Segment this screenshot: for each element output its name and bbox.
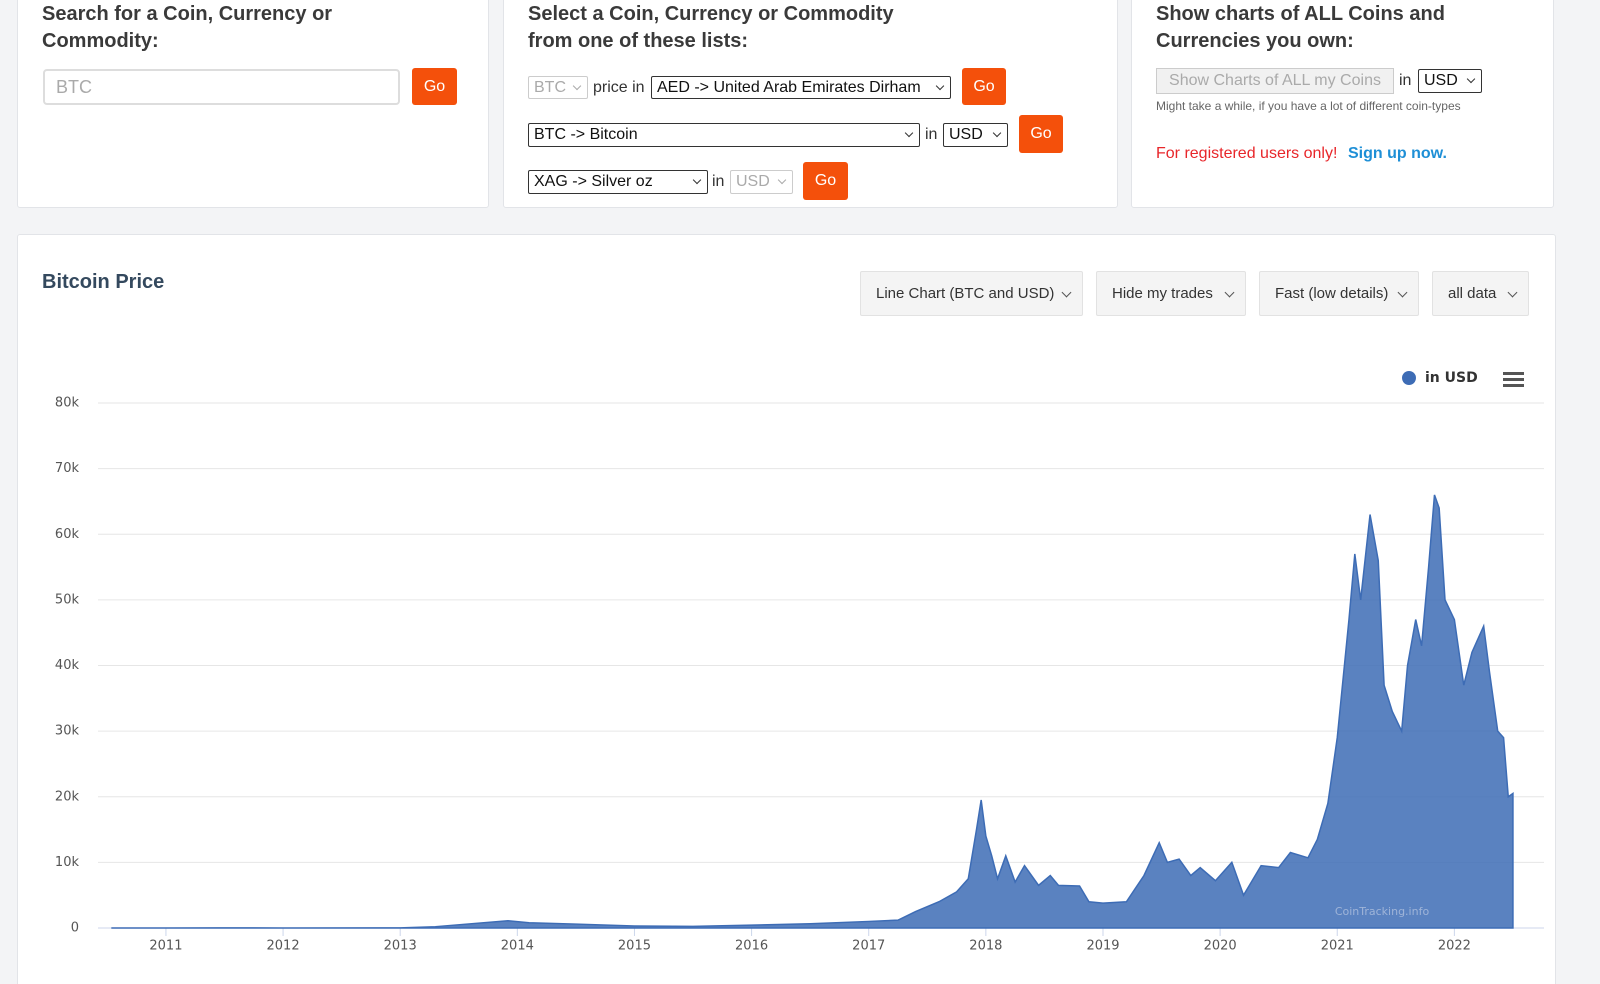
y-tick-label: 80k — [55, 396, 80, 411]
x-tick-label: 2021 — [1321, 939, 1354, 954]
label: in — [925, 126, 938, 143]
note: Might take a while, if you have a lot of… — [1156, 99, 1461, 113]
x-tick-label: 2018 — [969, 939, 1002, 954]
x-tick-label: 2015 — [618, 939, 651, 954]
y-tick-label: 0 — [71, 921, 79, 936]
menu-bar — [1503, 384, 1524, 387]
legend-label[interactable]: in USD — [1425, 370, 1478, 386]
menu-bar — [1503, 372, 1524, 375]
trades-dropdown[interactable]: Hide my trades — [1096, 271, 1246, 316]
y-tick-label: 40k — [55, 658, 80, 673]
menu-icon[interactable] — [1503, 372, 1524, 387]
coin-select[interactable]: XAG -> Silver oz — [528, 170, 708, 194]
y-tick-label: 70k — [55, 461, 80, 476]
currency-select[interactable]: USD — [943, 123, 1008, 147]
lists-title: Select a Coin, Currency or Commodity fro… — [528, 3, 894, 52]
x-tick-label: 2019 — [1086, 939, 1119, 954]
own-title: Show charts of ALL Coins and Currencies … — [1156, 3, 1445, 52]
coin-select[interactable]: BTC — [528, 76, 588, 99]
grid — [98, 402, 1544, 929]
chart-title: Bitcoin Price — [42, 271, 165, 293]
x-tick-label: 2012 — [267, 939, 300, 954]
x-tick-label: 2022 — [1438, 939, 1471, 954]
coin-select[interactable]: BTC -> Bitcoin — [528, 123, 920, 147]
own-card — [1131, 0, 1554, 208]
watermark: CoinTracking.info — [1335, 905, 1430, 918]
signup-link[interactable]: Sign up now. — [1348, 145, 1447, 162]
y-tick-label: 30k — [55, 724, 80, 739]
x-tick-label: 2017 — [852, 939, 885, 954]
x-tick-label: 2016 — [735, 939, 768, 954]
y-tick-label: 50k — [55, 592, 80, 607]
label: price in — [593, 79, 645, 96]
menu-bar — [1503, 378, 1524, 381]
warning: For registered users only! — [1156, 145, 1338, 162]
area — [112, 494, 1514, 929]
x-tick-label: 2020 — [1204, 939, 1237, 954]
currency-select[interactable]: USD — [730, 170, 793, 194]
range-dropdown[interactable]: all data — [1432, 271, 1529, 316]
y-tick-label: 20k — [55, 789, 80, 804]
go-button[interactable]: Go — [412, 68, 457, 105]
legend-marker — [1402, 371, 1416, 385]
x-tick-label: 2014 — [501, 939, 534, 954]
go-button[interactable]: Go — [962, 68, 1006, 105]
detail-dropdown[interactable]: Fast (low details) — [1259, 271, 1419, 316]
x-tick-label: 2011 — [149, 939, 182, 954]
y-tick-label: 60k — [55, 527, 80, 542]
go-button[interactable]: Go — [803, 162, 848, 200]
search-input[interactable]: BTC — [43, 69, 400, 105]
chart-type-dropdown[interactable]: Line Chart (BTC and USD) — [860, 271, 1083, 316]
currency-select[interactable]: AED -> United Arab Emirates Dirham — [651, 76, 951, 99]
search-title: Search for a Coin, Currency or Commodity… — [42, 3, 333, 52]
chart: 0 10k 20k 30k 40k 50k 60k 70k 80k 2011 2012 2013 201… — [55, 370, 1544, 954]
y-tick-label: 10k — [55, 855, 80, 870]
label: in — [1399, 72, 1412, 89]
go-button[interactable]: Go — [1019, 115, 1063, 153]
label: in — [712, 173, 725, 190]
show-all-button[interactable]: Show Charts of ALL my Coins — [1156, 68, 1394, 94]
currency-select[interactable]: USD — [1418, 69, 1482, 93]
x-tick-label: 2013 — [384, 939, 417, 954]
